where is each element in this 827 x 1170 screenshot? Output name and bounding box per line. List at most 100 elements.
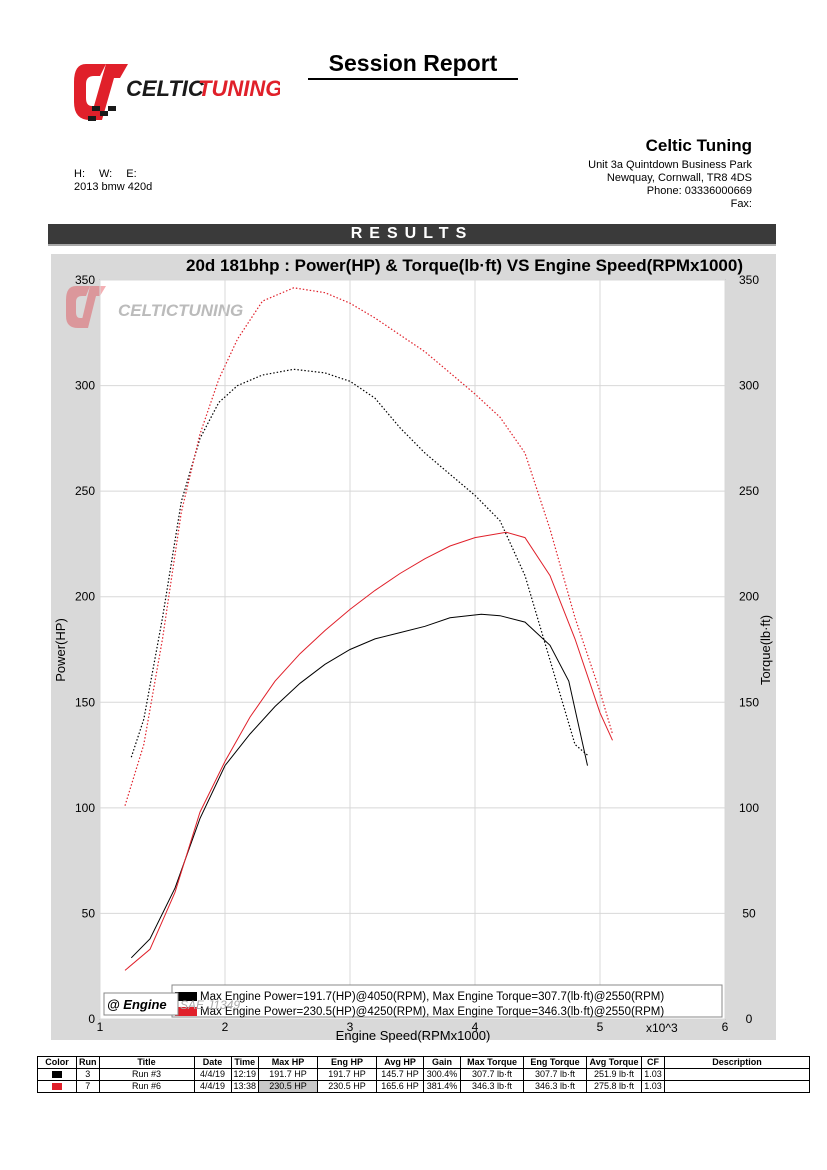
y-tick-label: 300 <box>75 379 95 393</box>
plot-area <box>99 279 726 1020</box>
sae-stamp-box <box>103 992 179 1016</box>
results-header: RESULTS <box>48 224 776 246</box>
table-cell: 307.7 lb·ft <box>460 1068 525 1081</box>
chart-title: 20d 181bhp : Power(HP) & Torque(lb·ft) V… <box>186 256 743 275</box>
col-header: Avg HP <box>376 1056 425 1069</box>
y2-tick-label: 350 <box>739 273 759 287</box>
color-cell <box>37 1068 77 1081</box>
vehicle-w: W: <box>99 168 113 180</box>
table-row[interactable]: 7 Run #6 4/4/19 13:38 230.5 HP 230.5 HP … <box>37 1080 811 1093</box>
series-line-power-run6 <box>124 531 613 971</box>
table-cell: 346.3 lb·ft <box>523 1080 588 1093</box>
table-cell: 307.7 lb·ft <box>523 1068 588 1081</box>
table-cell: 1.03 <box>641 1080 666 1093</box>
y-tick-label: 50 <box>82 906 96 920</box>
y2-tick-label: 250 <box>739 484 759 498</box>
y-tick-label: 250 <box>75 484 95 498</box>
table-cell: 251.9 lb·ft <box>586 1068 643 1081</box>
vehicle-e: E: <box>126 168 137 180</box>
y2-tick-label: 0 <box>746 1012 753 1026</box>
table-cell: 1.03 <box>641 1068 666 1081</box>
company-address-1: Unit 3a Quintdown Business Park <box>588 159 752 171</box>
table-cell: 230.5 HP <box>258 1080 319 1093</box>
col-header: Title <box>98 1056 195 1069</box>
legend-swatch <box>175 1007 197 1016</box>
table-cell: 165.6 HP <box>376 1080 425 1093</box>
table-cell: 346.3 lb·ft <box>460 1080 525 1093</box>
col-header: Eng HP <box>317 1056 378 1069</box>
col-header: Date <box>193 1056 232 1069</box>
y2-tick-label: 50 <box>742 906 756 920</box>
table-cell: Run #3 <box>98 1068 195 1081</box>
x-tick-label: 1 <box>97 1020 104 1034</box>
table-cell: Run #6 <box>98 1080 195 1093</box>
col-header: CF <box>641 1056 666 1069</box>
x-axis-label: Engine Speed(RPMx1000) <box>336 1028 491 1043</box>
table-cell: 300.4% <box>423 1068 462 1081</box>
svg-text:CELTIC: CELTIC <box>126 76 205 101</box>
col-header: Run <box>76 1056 100 1069</box>
company-address-2: Newquay, Cornwall, TR8 4DS <box>606 172 752 184</box>
vehicle-hwe: H: W: E: <box>74 168 152 181</box>
watermark-text: CELTICTUNING <box>118 301 243 320</box>
series-line-power-run3 <box>130 613 588 959</box>
col-header: Avg Torque <box>586 1056 643 1069</box>
table-cell: 191.7 HP <box>258 1068 319 1081</box>
legend-box <box>171 984 723 1018</box>
company-info: Celtic Tuning Unit 3a Quintdown Business… <box>588 136 752 211</box>
company-fax: Fax: <box>730 198 752 210</box>
sae-stamp-suffix: SAE J1349 <box>180 998 240 1012</box>
table-cell: 230.5 HP <box>317 1080 378 1093</box>
col-header: Gain <box>423 1056 462 1069</box>
table-cell: 13:38 <box>230 1080 260 1093</box>
legend-entry: Max Engine Power=230.5(HP)@4250(RPM), Ma… <box>200 1006 664 1018</box>
x-axis-multiplier: x10^3 <box>646 1021 678 1035</box>
y-tick-label: 100 <box>75 801 95 815</box>
col-header: Eng Torque <box>523 1056 588 1069</box>
run-color-swatch <box>52 1071 62 1079</box>
vehicle-name: 2013 bmw 420d <box>74 181 153 193</box>
y2-tick-label: 200 <box>739 590 759 604</box>
x-tick-label: 4 <box>472 1020 479 1034</box>
company-name: Celtic Tuning <box>645 136 752 155</box>
col-header: Description <box>664 1056 811 1069</box>
x-tick-label: 5 <box>597 1020 604 1034</box>
page-title: Session Report <box>308 50 518 80</box>
sae-stamp-text: @ Engine <box>107 997 167 1012</box>
company-phone: Phone: 03336000669 <box>646 185 752 197</box>
y-axis-label: Power(HP) <box>53 618 68 682</box>
color-cell <box>37 1080 77 1093</box>
col-header: Color <box>37 1056 77 1069</box>
table-cell: 381.4% <box>423 1080 462 1093</box>
legend-entry: Max Engine Power=191.7(HP)@4050(RPM), Ma… <box>200 991 664 1003</box>
col-header: Max Torque <box>460 1056 525 1069</box>
vehicle-h: H: <box>74 168 85 180</box>
legend-swatch <box>175 992 197 1001</box>
table-header-row: Color Run Title Date Time Max HP Eng HP … <box>37 1056 811 1069</box>
y-tick-label: 200 <box>75 590 95 604</box>
x-tick-label: 3 <box>347 1020 354 1034</box>
watermark-logo <box>66 286 106 328</box>
y-tick-label: 150 <box>75 695 95 709</box>
col-header: Max HP <box>258 1056 319 1069</box>
results-table: Color Run Title Date Time Max HP Eng HP … <box>37 1056 811 1093</box>
table-cell: 275.8 lb·ft <box>586 1080 643 1093</box>
celtic-tuning-logo: CELTIC TUNING <box>74 64 280 121</box>
y-tick-label: 0 <box>88 1012 95 1026</box>
svg-text:TUNING: TUNING <box>198 76 280 101</box>
table-cell: 7 <box>76 1080 100 1093</box>
col-header: Time <box>230 1056 260 1069</box>
table-cell: 3 <box>76 1068 100 1081</box>
x-tick-label: 2 <box>222 1020 229 1034</box>
y2-tick-label: 150 <box>739 695 759 709</box>
y2-tick-label: 300 <box>739 379 759 393</box>
vehicle-info: H: W: E: 2013 bmw 420d <box>74 168 152 194</box>
y2-axis-label: Torque(lb·ft) <box>758 615 773 685</box>
table-row[interactable]: 3 Run #3 4/4/19 12:19 191.7 HP 191.7 HP … <box>37 1068 811 1081</box>
table-cell: 12:19 <box>230 1068 260 1081</box>
run-color-swatch <box>52 1083 62 1091</box>
y2-tick-label: 100 <box>739 801 759 815</box>
y-tick-label: 350 <box>75 273 95 287</box>
table-cell: 4/4/19 <box>193 1080 232 1093</box>
